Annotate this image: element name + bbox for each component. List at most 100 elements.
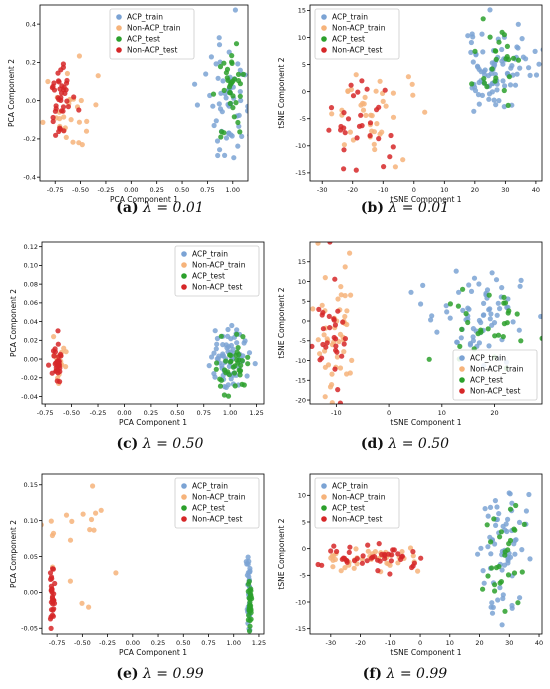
point-non-acp-train [390, 90, 396, 96]
point-acp-test [469, 81, 475, 87]
point-acp-test [514, 311, 520, 317]
axes-frame [309, 4, 543, 182]
x-axis-label: tSNE Component 1 [390, 195, 461, 204]
point-acp-test [246, 605, 252, 612]
y-tick-label: -15 [295, 377, 306, 385]
point-non-acp-test [410, 549, 416, 555]
legend-label: ACP_test [127, 35, 160, 44]
point-non-acp-test [55, 78, 62, 84]
point-acp-test [226, 84, 233, 90]
point-acp-train [489, 610, 496, 616]
point-acp-train [242, 338, 248, 344]
point-non-acp-train [329, 382, 335, 388]
point-non-acp-train [95, 73, 101, 79]
point-non-acp-train [372, 549, 378, 555]
point-non-acp-train [377, 78, 383, 84]
point-acp-train [487, 7, 493, 13]
y-tick-label: 5 [302, 518, 306, 526]
point-acp-train [494, 87, 500, 93]
x-tick-label: -0.25 [98, 186, 115, 194]
point-non-acp-train [410, 92, 416, 98]
point-non-acp-test [48, 574, 55, 580]
point-acp-test [465, 319, 471, 326]
point-acp-train [216, 101, 222, 107]
point-acp-test [221, 392, 227, 398]
point-acp-train [516, 327, 522, 333]
point-acp-test [480, 586, 486, 592]
x-tick-label: -30 [317, 186, 328, 194]
x-tick-label: -20 [355, 639, 366, 647]
x-tick-label: -20 [347, 186, 358, 194]
point-acp-train [220, 342, 226, 348]
point-non-acp-train [347, 370, 353, 376]
point-non-acp-test [332, 322, 338, 328]
point-non-acp-test [376, 541, 382, 547]
point-acp-train [480, 568, 486, 574]
point-acp-train [478, 545, 484, 551]
point-acp-test [237, 129, 243, 135]
point-non-acp-train [78, 97, 84, 104]
point-acp-train [532, 48, 538, 55]
point-non-acp-test [50, 118, 56, 125]
point-non-acp-train [341, 142, 347, 148]
point-non-acp-test [337, 400, 343, 404]
point-acp-train [231, 155, 237, 161]
y-axis-label: tSNE Component 2 [277, 57, 286, 128]
x-tick-label: 0 [418, 639, 422, 647]
point-non-acp-test [348, 82, 354, 88]
point-acp-train [234, 327, 240, 333]
x-tick-label: -10 [378, 186, 389, 194]
point-non-acp-train [390, 114, 397, 120]
point-non-acp-test [418, 555, 424, 561]
point-acp-train [512, 82, 519, 88]
point-acp-test [237, 81, 243, 87]
point-non-acp-test [334, 548, 340, 555]
x-tick-label: 0.25 [149, 186, 163, 194]
point-acp-train [420, 282, 426, 288]
point-acp-train [523, 56, 529, 62]
point-acp-test [231, 114, 237, 120]
point-non-acp-train [338, 284, 344, 290]
point-acp-train [523, 508, 530, 514]
point-non-acp-test [335, 308, 341, 314]
point-non-acp-test [342, 336, 348, 342]
point-non-acp-test [355, 89, 361, 95]
point-non-acp-test [387, 571, 393, 577]
axes-frame [309, 473, 543, 635]
point-non-acp-train [360, 107, 367, 113]
y-tick-label: 15 [298, 7, 306, 15]
point-acp-train [429, 313, 435, 319]
point-acp-train [444, 309, 450, 315]
point-non-acp-test [338, 127, 344, 133]
point-non-acp-train [93, 510, 99, 516]
point-acp-test [447, 301, 453, 307]
point-non-acp-train [410, 553, 416, 559]
point-acp-train [487, 504, 494, 510]
point-non-acp-train [330, 564, 336, 570]
point-acp-test [246, 628, 253, 634]
point-non-acp-train [342, 565, 348, 571]
point-acp-train [244, 561, 250, 567]
point-acp-test [510, 55, 517, 61]
point-acp-train [499, 622, 505, 628]
point-acp-test [248, 610, 254, 616]
point-acp-train [232, 7, 238, 13]
legend: ACP_train Non-ACP_train ACP_test Non-ACP_te… [109, 8, 195, 60]
point-non-acp-train [67, 537, 74, 543]
legend-marker [181, 494, 187, 500]
x-axis-label: PCA Component 1 [119, 418, 187, 427]
legend-marker [459, 377, 465, 383]
point-acp-test [478, 329, 484, 335]
point-non-acp-train [63, 349, 69, 355]
panel-d: -10 0 10 20 -20 -15 -10 -5 0 5 10 15 tSNE Component … [277, 241, 543, 427]
point-acp-train [476, 281, 482, 287]
point-acp-test [485, 326, 491, 332]
points-c [46, 322, 258, 399]
point-acp-train [505, 516, 511, 523]
legend-label: ACP_test [192, 272, 225, 281]
y-tick-label: -15 [295, 625, 306, 633]
point-acp-test [501, 87, 507, 94]
point-acp-train [214, 341, 220, 347]
y-tick-label: -0.02 [21, 374, 38, 382]
